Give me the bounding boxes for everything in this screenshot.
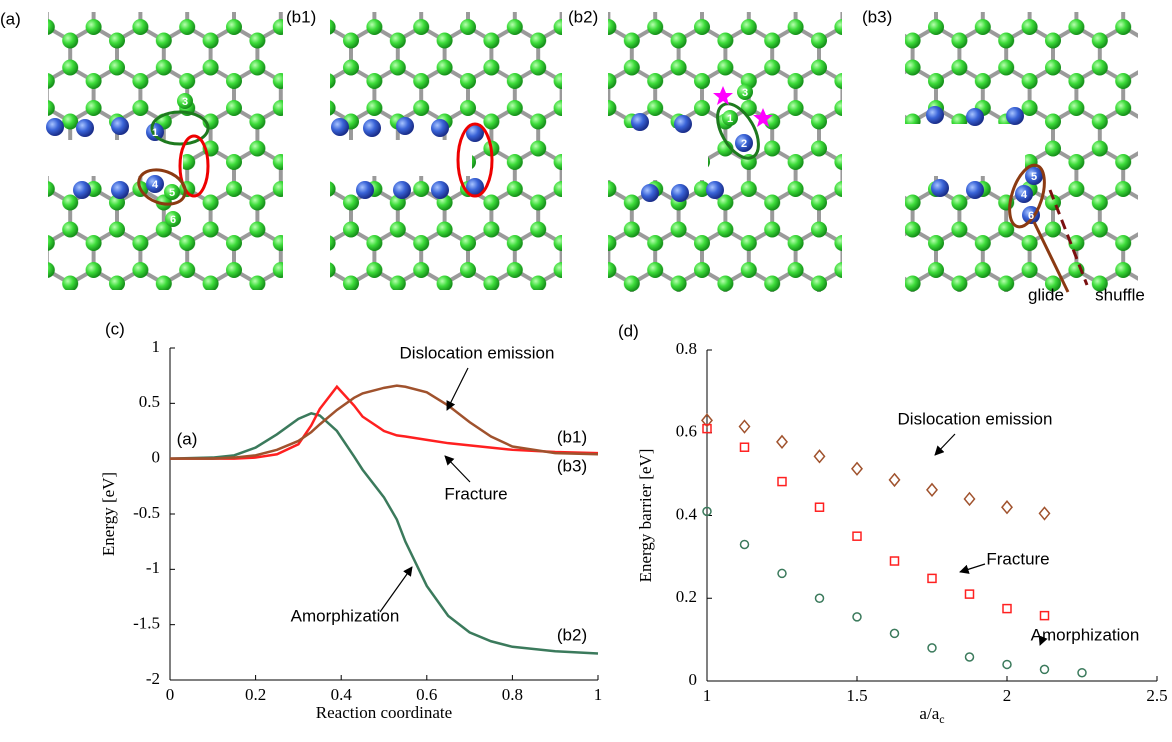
panel-label: (c)	[105, 319, 125, 338]
arrow	[445, 456, 470, 482]
y-tick-label: -2	[146, 669, 160, 688]
y-axis-label: Energy [eV]	[99, 472, 118, 556]
y-tick-label: 0.8	[676, 339, 697, 358]
atom-number: 6	[1028, 210, 1034, 222]
y-tick-label: 0.5	[139, 392, 160, 411]
atom-number: 6	[170, 214, 176, 226]
atom-number: 3	[182, 96, 188, 108]
x-tick-label: 2.5	[1146, 686, 1167, 705]
marker	[778, 569, 786, 577]
y-tick-label: 0.4	[676, 504, 698, 523]
series-label: Fracture	[444, 484, 507, 503]
marker	[928, 574, 936, 582]
line	[170, 387, 598, 459]
marker	[1003, 605, 1011, 613]
marker	[1041, 665, 1049, 673]
arrow	[935, 434, 955, 455]
series-label: Fracture	[986, 549, 1049, 568]
panel-label: (b1)	[286, 7, 316, 26]
atom-number: 3	[742, 87, 748, 99]
marker	[1078, 669, 1086, 677]
panel-label: (b3)	[862, 7, 892, 26]
annotation: glide	[1028, 285, 1064, 304]
marker	[852, 463, 862, 475]
marker	[1002, 501, 1012, 513]
annotation: (b3)	[557, 456, 587, 475]
x-tick-label: 1.5	[846, 686, 867, 705]
marker	[740, 421, 750, 433]
y-tick-label: 0.2	[676, 587, 697, 606]
atomistic-panels	[46, 12, 1138, 292]
x-tick-label: 1	[594, 685, 603, 704]
marker	[853, 532, 861, 540]
x-axis-label: a/ac	[919, 704, 944, 726]
x-axis-label-text: a/a	[919, 704, 939, 723]
panel-label: (d)	[618, 321, 639, 340]
annotation: (b1)	[557, 427, 587, 446]
annotation: (b2)	[557, 625, 587, 644]
x-tick-label: 0.4	[331, 685, 353, 704]
atom-number: 5	[1031, 171, 1037, 183]
marker	[891, 557, 899, 565]
y-tick-label: 0	[689, 670, 698, 689]
annotation: (a)	[177, 429, 198, 448]
marker	[741, 540, 749, 548]
arrow	[380, 567, 412, 612]
panel-label: (a)	[0, 9, 21, 28]
y-tick-label: -0.5	[133, 503, 160, 522]
x-tick-label: 1	[703, 686, 712, 705]
atom-number: 2	[741, 138, 747, 150]
marker	[891, 629, 899, 637]
atom-number: 1	[152, 127, 158, 139]
marker	[777, 436, 787, 448]
series-label: Dislocation emission	[898, 409, 1053, 428]
marker	[1003, 660, 1011, 668]
marker	[890, 474, 900, 486]
series-label: Amorphization	[291, 606, 400, 625]
marker	[1041, 612, 1049, 620]
marker	[741, 443, 749, 451]
marker	[853, 613, 861, 621]
arrow	[960, 564, 985, 572]
y-tick-label: -1	[146, 558, 160, 577]
atom-number: 1	[727, 113, 733, 125]
marker	[815, 450, 825, 462]
x-axis-label-text: Reaction coordinate	[316, 703, 452, 722]
marker	[816, 594, 824, 602]
x-tick-label: 2	[1003, 686, 1012, 705]
x-axis-label: Reaction coordinate	[316, 703, 452, 722]
marker	[1040, 507, 1050, 519]
y-tick-label: 1	[152, 337, 161, 356]
x-axis-label-subscript: c	[939, 712, 944, 726]
marker	[966, 653, 974, 661]
marker	[965, 493, 975, 505]
marker	[966, 590, 974, 598]
y-tick-label: 0	[152, 448, 161, 467]
arrow	[447, 368, 468, 410]
marker	[928, 644, 936, 652]
line	[170, 386, 598, 459]
atom-number: 4	[1021, 189, 1028, 201]
panel-label: (b2)	[568, 7, 598, 26]
x-tick-label: 0.2	[245, 685, 266, 704]
y-axis-label: Energy barrier [eV]	[636, 449, 655, 583]
series-label: Amorphization	[1031, 625, 1140, 644]
figure: (a)13456(b1)(b2)123(b3)546glideshuffle(c…	[0, 0, 1172, 742]
x-tick-label: 0.6	[416, 685, 437, 704]
y-tick-label: -1.5	[133, 614, 160, 633]
x-tick-label: 0.8	[502, 685, 523, 704]
annotation: shuffle	[1095, 285, 1145, 304]
series-label: Dislocation emission	[400, 343, 555, 362]
atom-number: 5	[169, 187, 175, 199]
x-tick-label: 0	[166, 685, 175, 704]
y-tick-label: 0.6	[676, 422, 697, 441]
atom-number: 4	[152, 179, 159, 191]
marker	[778, 478, 786, 486]
marker	[816, 503, 824, 511]
marker	[927, 484, 937, 496]
